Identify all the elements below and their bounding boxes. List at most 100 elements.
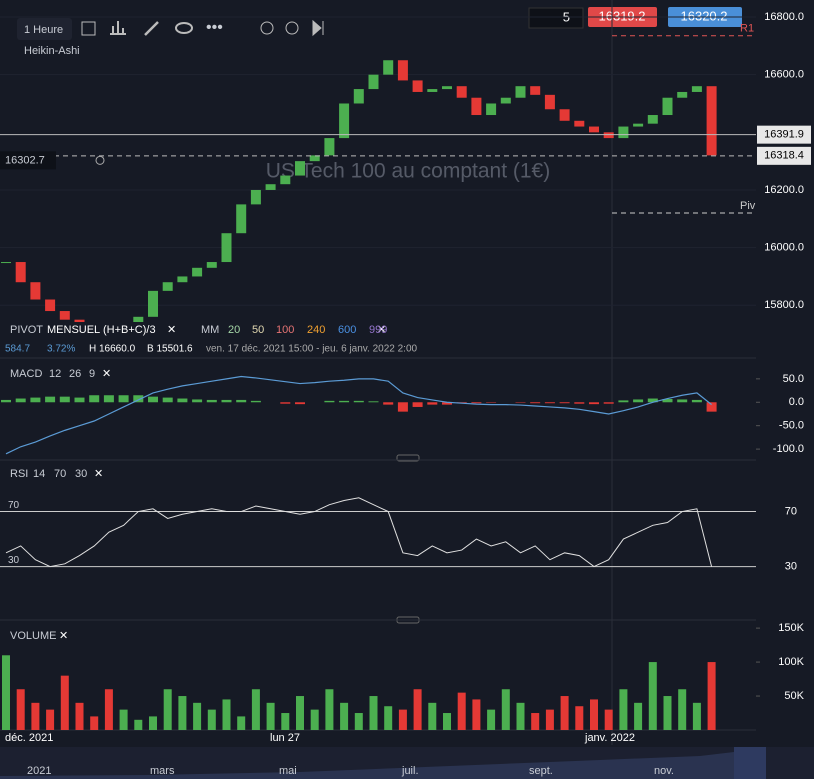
rsi-level-label: 30 bbox=[8, 555, 20, 566]
candle bbox=[500, 97, 511, 104]
price-label: 16391.9 bbox=[764, 129, 804, 141]
volume-bar bbox=[663, 696, 672, 730]
icon-draw[interactable] bbox=[144, 21, 159, 36]
candle bbox=[206, 262, 217, 268]
close-icon[interactable]: ✕ bbox=[94, 468, 103, 480]
x-tick-label: janv. 2022 bbox=[584, 732, 635, 744]
y-tick-label: 70 bbox=[785, 505, 797, 517]
y-tick-label: 16600.0 bbox=[764, 69, 804, 81]
y-tick-label: 30 bbox=[785, 560, 797, 572]
icon-more[interactable]: ••• bbox=[206, 19, 223, 36]
macd-histogram-bar bbox=[559, 402, 570, 404]
candle bbox=[383, 60, 394, 75]
volume-bar bbox=[575, 706, 584, 730]
volume-bar bbox=[340, 702, 349, 730]
cursor-price: 16302.7 bbox=[5, 154, 45, 166]
cursor-label-box bbox=[0, 151, 56, 170]
rsi-name: RSI bbox=[10, 468, 28, 480]
volume-bar bbox=[619, 689, 628, 730]
candle bbox=[133, 316, 144, 322]
candle bbox=[427, 89, 438, 92]
icon-eye[interactable] bbox=[175, 22, 193, 34]
volume-bar bbox=[134, 719, 143, 730]
candle bbox=[280, 175, 291, 185]
macd-histogram-bar bbox=[133, 395, 144, 403]
navigator-label: mai bbox=[279, 765, 297, 777]
icon-grid[interactable] bbox=[81, 21, 96, 36]
y-tick-label: 15800.0 bbox=[764, 299, 804, 311]
price-label-box bbox=[757, 146, 811, 165]
macd-line bbox=[5, 375, 712, 455]
macd-histogram-bar bbox=[221, 399, 232, 403]
icon-zoom-in[interactable] bbox=[285, 21, 299, 35]
candle bbox=[309, 155, 320, 162]
candle bbox=[265, 184, 276, 190]
candle bbox=[192, 267, 203, 277]
close-icon[interactable]: ✕ bbox=[102, 368, 111, 380]
macd-histogram-bar bbox=[59, 396, 70, 403]
candle bbox=[677, 91, 688, 98]
candle bbox=[221, 233, 232, 263]
icon-bars[interactable] bbox=[110, 21, 126, 35]
candle bbox=[368, 74, 379, 90]
macd-histogram-bar bbox=[45, 396, 56, 403]
candle bbox=[1, 262, 11, 264]
macd-histogram-bar bbox=[544, 402, 555, 404]
rsi-param: 30 bbox=[75, 468, 87, 480]
close-icon[interactable]: ✕ bbox=[377, 324, 386, 336]
volume-bar bbox=[398, 709, 407, 730]
volume-bar bbox=[354, 713, 363, 730]
macd-histogram-bar bbox=[383, 402, 394, 405]
y-tick-label: 16000.0 bbox=[764, 242, 804, 254]
macd-histogram-bar bbox=[1, 399, 11, 403]
volume-bar bbox=[163, 689, 172, 730]
macd-histogram-bar bbox=[15, 398, 26, 403]
candle bbox=[59, 311, 70, 320]
volume-bar bbox=[369, 696, 378, 730]
interval[interactable]: 1 Heure bbox=[24, 24, 63, 36]
volume-bar bbox=[545, 709, 554, 730]
y-tick-label: 100K bbox=[778, 656, 804, 668]
volume-bar bbox=[60, 675, 69, 730]
buy-price[interactable]: 16320.2 bbox=[681, 8, 728, 23]
sell-price[interactable]: 16319.2 bbox=[599, 8, 646, 23]
volume-bar bbox=[516, 702, 525, 730]
volume-bar bbox=[90, 716, 99, 730]
y-tick-label: 50.0 bbox=[783, 373, 804, 385]
macd-histogram-bar bbox=[574, 402, 585, 404]
icon-end[interactable] bbox=[312, 19, 324, 37]
macd-histogram-bar bbox=[74, 397, 85, 403]
quantity-box[interactable] bbox=[528, 7, 584, 29]
cursor-handle[interactable] bbox=[95, 155, 105, 165]
candle bbox=[530, 86, 541, 95]
volume-bar bbox=[222, 699, 231, 730]
price-label: 16318.4 bbox=[764, 150, 804, 162]
candle bbox=[515, 86, 526, 98]
y-tick-label: 16800.0 bbox=[764, 11, 804, 23]
volume-bar bbox=[678, 689, 687, 730]
icon-zoom-out[interactable] bbox=[260, 21, 274, 35]
interval-button[interactable] bbox=[17, 18, 72, 40]
macd-param: 26 bbox=[69, 368, 81, 380]
volume-bar bbox=[104, 689, 113, 730]
resize-handle[interactable] bbox=[396, 454, 420, 462]
level-label: R1 bbox=[740, 23, 754, 35]
navigator-label: juil. bbox=[401, 765, 419, 777]
navigator-label: sept. bbox=[529, 765, 553, 777]
x-tick-label: lun 27 bbox=[270, 732, 300, 744]
close-icon[interactable]: ✕ bbox=[167, 324, 176, 336]
candle bbox=[397, 60, 408, 81]
macd-histogram-bar bbox=[118, 395, 129, 403]
x-tick-label: déc. 2021 bbox=[5, 732, 53, 744]
y-tick-label: 150K bbox=[778, 622, 804, 634]
navigator-window[interactable] bbox=[734, 747, 766, 779]
macd-histogram-bar bbox=[368, 401, 379, 403]
macd-histogram-bar bbox=[471, 402, 482, 404]
candle bbox=[662, 97, 673, 116]
candle bbox=[486, 103, 497, 116]
candle bbox=[30, 282, 41, 300]
macd-histogram-bar bbox=[427, 402, 438, 405]
chart-style: Heikin-Ashi bbox=[24, 45, 80, 57]
close-icon[interactable]: ✕ bbox=[59, 630, 68, 642]
price-plot bbox=[1, 60, 717, 322]
